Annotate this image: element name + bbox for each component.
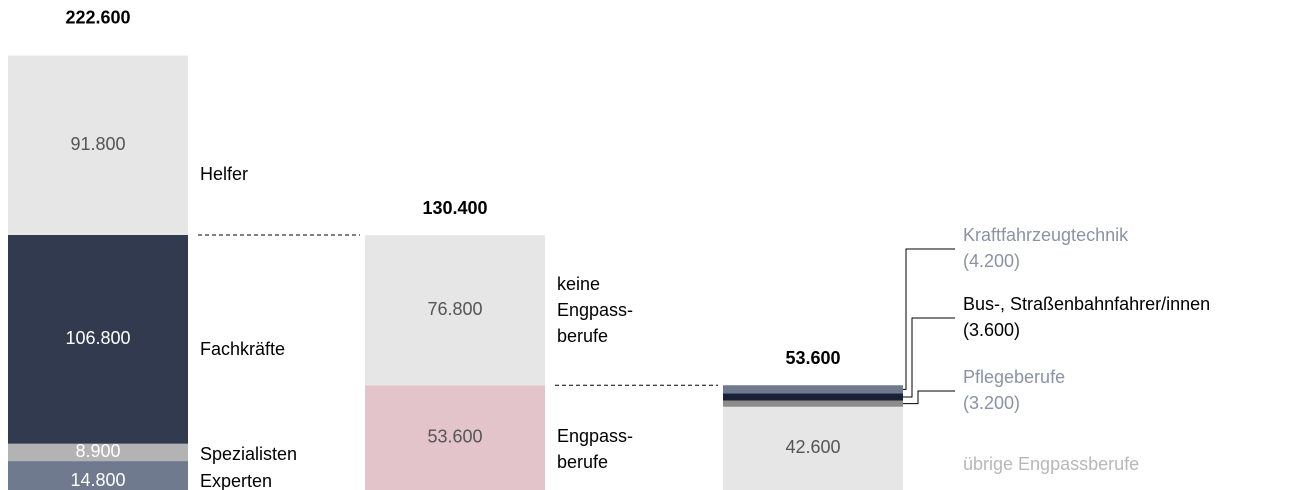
segment-label: übrige Engpassberufe xyxy=(963,454,1139,474)
value-label: 53.600 xyxy=(427,426,482,446)
segment-label: Fachkräfte xyxy=(200,339,285,359)
value-label: (3.200) xyxy=(963,393,1020,413)
segment-label: Spezialisten xyxy=(200,444,297,464)
total-label: 130.400 xyxy=(422,198,487,218)
callout-line xyxy=(903,317,955,398)
segment-label: Engpass- xyxy=(557,300,633,320)
bar-segment xyxy=(8,55,188,235)
bar-segment xyxy=(8,234,188,444)
bar-segment xyxy=(365,235,545,386)
bar-segment xyxy=(723,393,903,401)
callout-line xyxy=(903,248,955,390)
value-label: (3.600) xyxy=(963,320,1020,340)
segment-label: berufe xyxy=(557,326,608,346)
segment-label: berufe xyxy=(557,452,608,472)
value-label: 91.800 xyxy=(70,134,125,154)
segment-label: Bus-, Straßenbahnfahrer/innen xyxy=(963,294,1210,314)
total-label: 222.600 xyxy=(65,7,130,27)
value-label: 76.800 xyxy=(427,299,482,319)
bar-segment xyxy=(8,461,188,490)
value-label: (4.200) xyxy=(963,251,1020,271)
segment-label: Pflegeberufe xyxy=(963,367,1065,387)
total-label: 53.600 xyxy=(785,348,840,368)
segment-label: Helfer xyxy=(200,164,248,184)
segment-label: Kraftfahrzeugtechnik xyxy=(963,225,1129,245)
value-label: 8.900 xyxy=(75,441,120,461)
segment-label: Experten xyxy=(200,471,272,490)
bar-segment xyxy=(723,406,903,490)
bar-segment xyxy=(365,385,545,490)
value-label: 14.800 xyxy=(70,470,125,490)
bar-segment xyxy=(8,443,188,462)
value-label: 42.600 xyxy=(785,437,840,457)
segment-label: keine xyxy=(557,274,600,294)
bar-segment xyxy=(723,385,903,394)
callout-line xyxy=(903,390,955,405)
value-label: 106.800 xyxy=(65,328,130,348)
bar-segment xyxy=(723,400,903,407)
segment-label: Engpass- xyxy=(557,426,633,446)
